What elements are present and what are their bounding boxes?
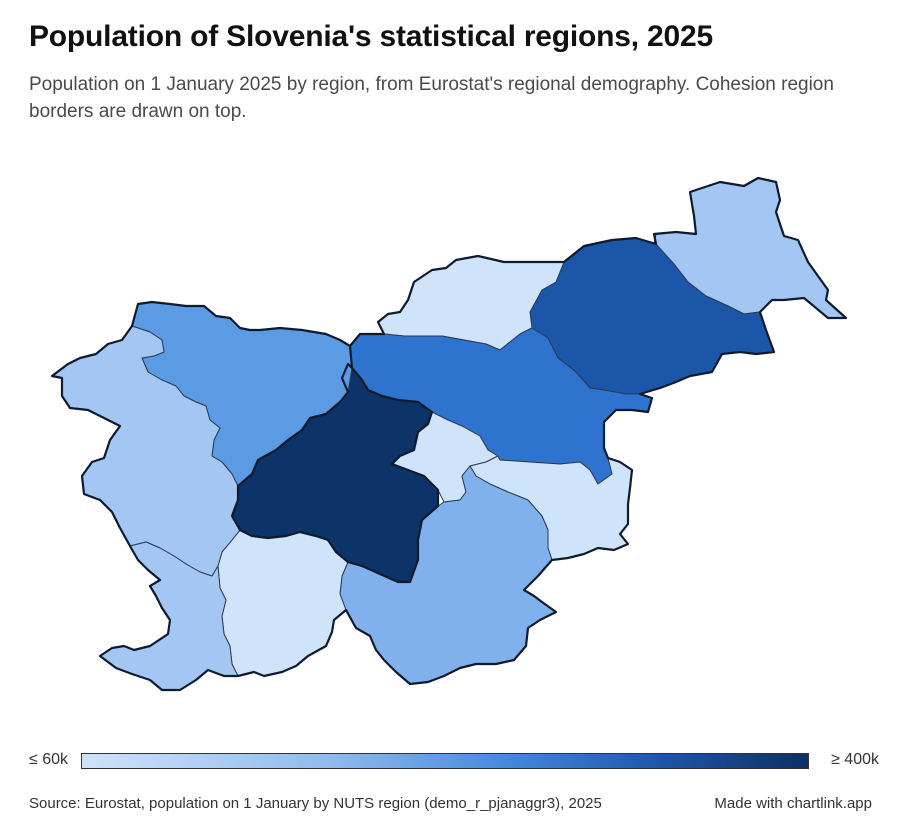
legend-max-label: ≥ 400k bbox=[831, 751, 879, 768]
color-legend: ≤ 60k ≥ 400k bbox=[29, 750, 879, 774]
legend-gradient-bar bbox=[81, 753, 809, 769]
cohesion-borders-layer bbox=[50, 176, 848, 692]
legend-min-label: ≤ 60k bbox=[29, 751, 69, 768]
cohesion-border-internal bbox=[230, 345, 440, 584]
page-title: Population of Slovenia's statistical reg… bbox=[29, 20, 713, 53]
slovenia-map bbox=[50, 176, 848, 692]
cohesion-border-outline bbox=[50, 176, 848, 692]
regions-layer bbox=[51, 177, 847, 691]
page-subtitle: Population on 1 January 2025 by region, … bbox=[29, 74, 834, 122]
credit-link[interactable]: Made with chartlink.app bbox=[714, 795, 872, 812]
region-primorsko-notranjska[interactable] bbox=[217, 529, 349, 677]
source-note: Source: Eurostat, population on 1 Januar… bbox=[29, 795, 602, 812]
